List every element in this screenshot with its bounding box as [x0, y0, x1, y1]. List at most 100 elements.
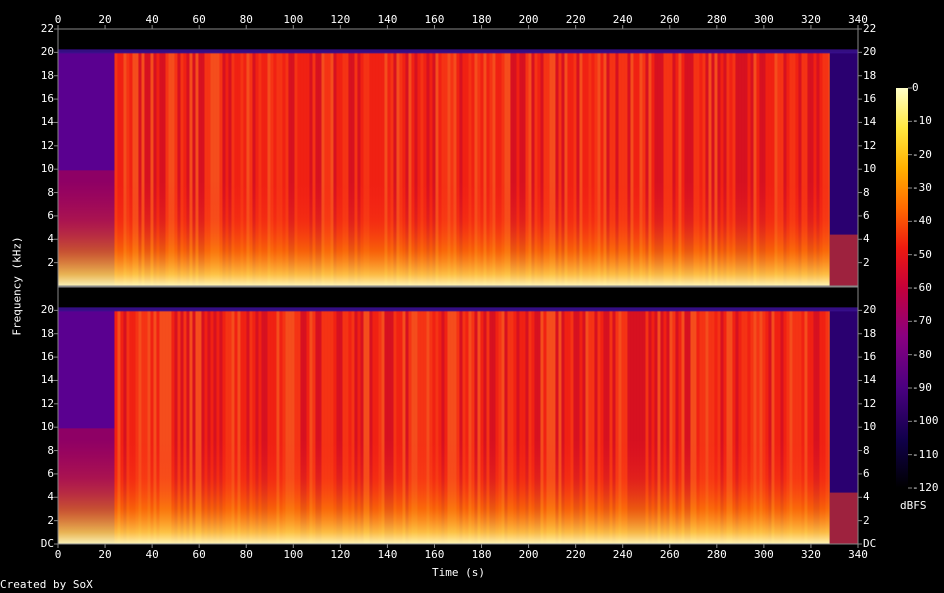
- y-tick-right-bottom-5: 10: [863, 420, 877, 434]
- credit-text: Created by SoX: [0, 578, 93, 591]
- colorbar-tick-7: -70: [912, 314, 932, 328]
- colorbar-label: dBFS: [900, 499, 927, 512]
- x-tick-top-9: 180: [471, 13, 492, 26]
- y-tick-left-bottom-1: 2: [47, 513, 54, 527]
- y-tick-right-bottom-9: 18: [863, 326, 877, 340]
- colorbar-tick-11: -110: [912, 447, 939, 461]
- x-tick-top-6: 120: [330, 13, 351, 26]
- y-tick-left-bottom-4: 8: [47, 443, 54, 457]
- colorbar-tick-5: -50: [912, 247, 932, 261]
- x-tick-bottom-8: 160: [424, 548, 445, 561]
- x-tick-top-14: 280: [706, 13, 727, 26]
- y-tick-right-top-1: 4: [863, 232, 870, 246]
- x-tick-top-8: 160: [424, 13, 445, 26]
- colorbar-tick-2: -20: [912, 147, 932, 161]
- y-tick-right-bottom-2: 4: [863, 490, 870, 504]
- y-tick-right-bottom-0: DC: [863, 537, 877, 550]
- x-tick-bottom-14: 280: [706, 548, 727, 561]
- y-tick-left-top-0: 2: [47, 255, 54, 269]
- x-tick-bottom-15: 300: [753, 548, 774, 561]
- y-tick-right-top-3: 8: [863, 185, 870, 199]
- colorbar: [896, 88, 908, 488]
- y-tick-right-bottom-3: 6: [863, 466, 870, 480]
- y-tick-left-top-4: 10: [40, 162, 54, 176]
- x-tick-top-11: 220: [565, 13, 586, 26]
- y-tick-right-top-7: 16: [863, 92, 877, 106]
- x-tick-top-3: 60: [192, 13, 206, 26]
- x-tick-bottom-12: 240: [612, 548, 633, 561]
- y-tick-left-bottom-2: 4: [47, 490, 54, 504]
- x-tick-top-15: 300: [753, 13, 774, 26]
- y-tick-right-bottom-10: 20: [863, 303, 877, 317]
- x-tick-top-16: 320: [801, 13, 821, 26]
- x-tick-top-0: 0: [54, 13, 62, 26]
- y-tick-left-top-6: 14: [40, 115, 54, 129]
- y-tick-left-bottom-8: 16: [40, 350, 54, 364]
- y-tick-right-top-5: 12: [863, 138, 877, 152]
- y-tick-left-bottom-7: 14: [40, 373, 54, 387]
- channel-bottom-spectrogram: [58, 287, 858, 544]
- x-tick-bottom-5: 100: [283, 548, 304, 561]
- y-tick-right-bottom-4: 8: [863, 443, 870, 457]
- y-tick-right-top-2: 6: [863, 208, 870, 222]
- y-tick-right-bottom-7: 14: [863, 373, 877, 387]
- channel-top-spectrogram: [58, 29, 858, 287]
- colorbar-tick-4: -40: [912, 214, 932, 228]
- y-tick-right-top-4: 10: [863, 162, 877, 176]
- x-tick-bottom-10: 200: [518, 548, 539, 561]
- colorbar-tick-0: 0: [912, 81, 919, 94]
- x-tick-bottom-1: 20: [98, 548, 112, 561]
- x-tick-bottom-11: 220: [565, 548, 586, 561]
- y-tick-left-top-3: 8: [47, 185, 54, 199]
- y-axis-label: Frequency (kHz): [10, 236, 24, 336]
- x-tick-top-12: 240: [612, 13, 633, 26]
- y-tick-left-bottom-9: 18: [40, 326, 54, 340]
- x-tick-top-2: 40: [145, 13, 159, 26]
- x-tick-bottom-13: 260: [659, 548, 680, 561]
- y-tick-left-top-2: 6: [47, 208, 54, 222]
- x-tick-top-17: 340: [848, 13, 868, 26]
- y-tick-right-top-6: 14: [863, 115, 877, 129]
- y-tick-right-top-0: 2: [863, 255, 870, 269]
- colorbar-tick-3: -30: [912, 181, 932, 194]
- y-tick-left-bottom-0: DC: [40, 537, 54, 550]
- x-tick-top-1: 20: [98, 13, 112, 26]
- colorbar-tick-6: -60: [912, 281, 932, 294]
- y-tick-left-top-7: 16: [40, 92, 54, 106]
- x-tick-bottom-7: 140: [377, 548, 398, 561]
- y-tick-left-bottom-5: 10: [40, 420, 54, 434]
- x-tick-bottom-3: 60: [192, 548, 206, 561]
- x-tick-bottom-6: 120: [330, 548, 351, 561]
- y-tick-right-top-8: 18: [863, 68, 877, 82]
- y-tick-left-top-1: 4: [47, 232, 54, 246]
- x-axis-label: Time (s): [432, 566, 485, 579]
- colorbar-tick-8: -80: [912, 347, 932, 361]
- x-tick-bottom-16: 320: [801, 548, 821, 561]
- x-tick-bottom-17: 340: [848, 548, 868, 561]
- y-tick-left-bottom-3: 6: [47, 466, 54, 480]
- x-tick-bottom-9: 180: [471, 548, 492, 561]
- x-tick-top-13: 260: [659, 13, 680, 26]
- x-tick-bottom-2: 40: [145, 548, 159, 561]
- colorbar-tick-12: -120: [912, 481, 939, 494]
- x-tick-top-5: 100: [283, 13, 304, 26]
- x-tick-bottom-4: 80: [239, 548, 253, 561]
- x-tick-top-4: 80: [239, 13, 253, 26]
- x-tick-top-7: 140: [377, 13, 398, 26]
- y-tick-left-top-10: 22: [40, 22, 54, 35]
- y-tick-left-top-8: 18: [40, 68, 54, 82]
- y-tick-right-top-10: 22: [863, 22, 877, 35]
- y-tick-left-bottom-10: 20: [40, 303, 54, 317]
- y-tick-right-bottom-1: 2: [863, 513, 870, 527]
- colorbar-tick-9: -90: [912, 381, 932, 394]
- y-tick-left-top-9: 20: [40, 45, 54, 59]
- x-tick-top-10: 200: [518, 13, 539, 26]
- y-tick-left-top-5: 12: [40, 138, 54, 152]
- x-tick-bottom-0: 0: [54, 548, 62, 561]
- colorbar-tick-10: -100: [912, 414, 939, 428]
- colorbar-tick-1: -10: [912, 114, 932, 128]
- y-tick-left-bottom-6: 12: [40, 396, 54, 410]
- y-tick-right-top-9: 20: [863, 45, 877, 59]
- y-tick-right-bottom-6: 12: [863, 396, 877, 410]
